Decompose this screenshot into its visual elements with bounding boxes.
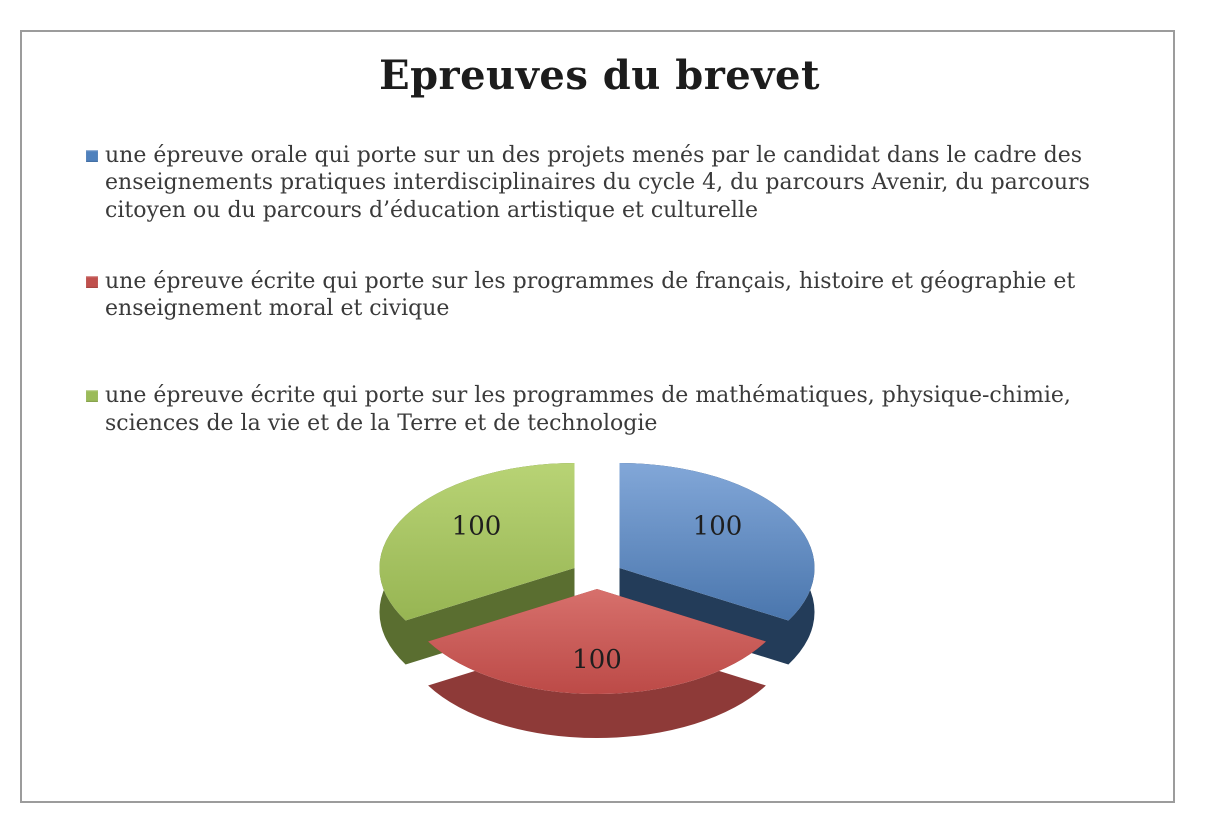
pie-slice-top xyxy=(619,463,815,621)
slice-data-label: 100 xyxy=(452,512,502,542)
legend-item-label: une épreuve orale qui porte sur un des p… xyxy=(105,143,1090,223)
pie-slice-top xyxy=(379,463,575,621)
legend-item: une épreuve orale qui porte sur un des p… xyxy=(86,142,1096,224)
legend-swatch-blue-icon xyxy=(86,150,98,162)
slice-data-label: 100 xyxy=(572,645,622,675)
legend-swatch-green-icon xyxy=(86,390,98,403)
pie-chart: 100 100 100 xyxy=(379,463,815,739)
legend-item: une épreuve écrite qui porte sur les pro… xyxy=(86,382,1096,437)
chart-legend: une épreuve orale qui porte sur un des p… xyxy=(86,142,1096,481)
legend-item-label: une épreuve écrite qui porte sur les pro… xyxy=(105,383,1071,436)
chart-title: Epreuves du brevet xyxy=(379,52,820,99)
legend-swatch-red-icon xyxy=(86,275,98,288)
legend-item: une épreuve écrite qui porte sur les pro… xyxy=(86,268,1096,323)
legend-item-label: une épreuve écrite qui porte sur les pro… xyxy=(105,268,1076,322)
pie-slice-top xyxy=(428,589,766,695)
pie-slice-1 xyxy=(428,589,766,739)
slice-data-label: 100 xyxy=(693,512,743,542)
